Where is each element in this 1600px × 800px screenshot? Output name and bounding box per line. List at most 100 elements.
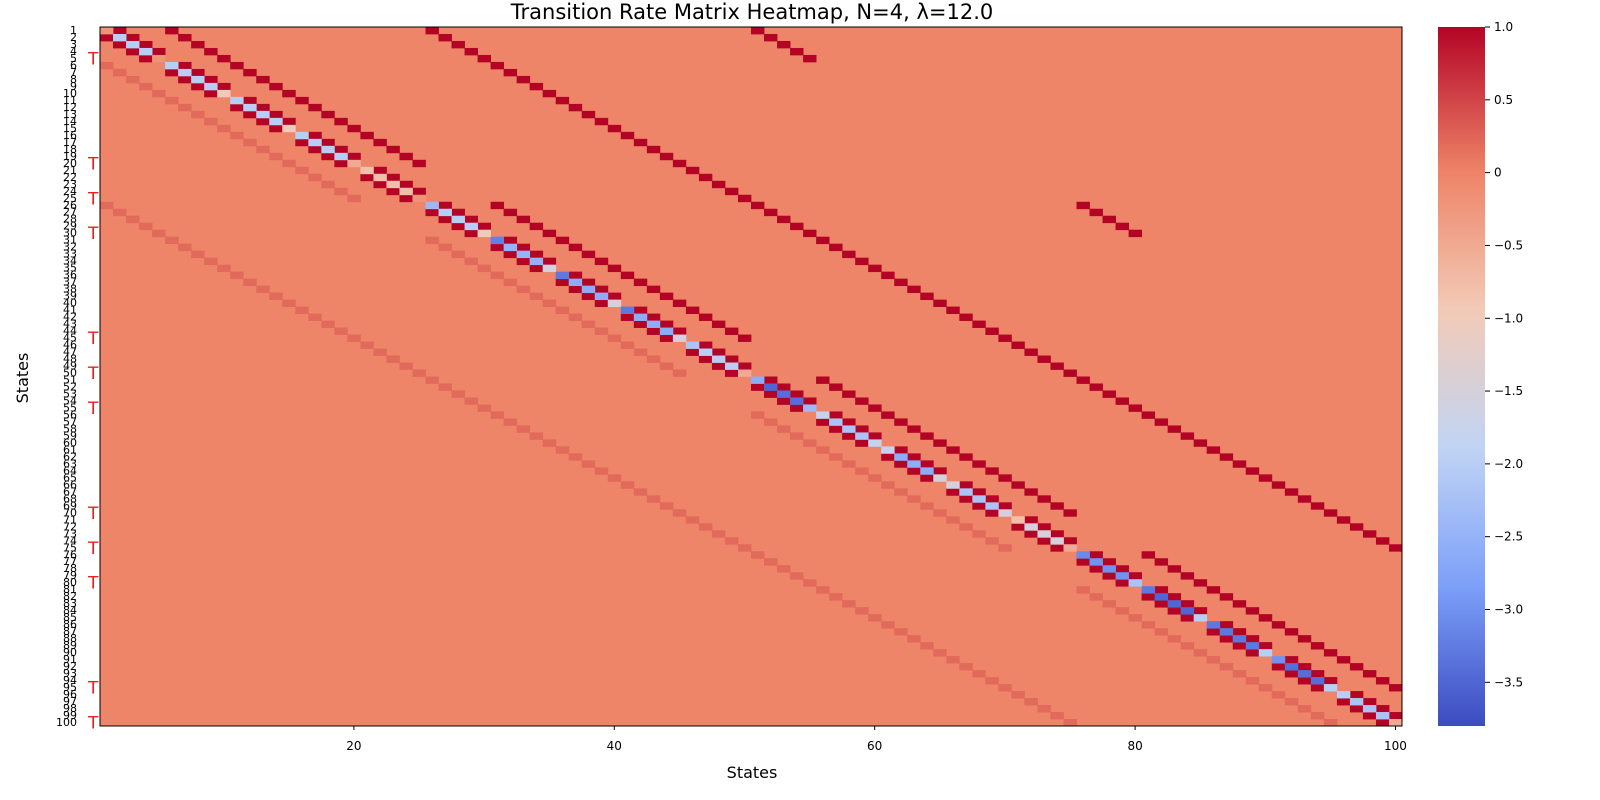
heatmap-cell: [894, 488, 908, 496]
y-tick-label: 70: [63, 506, 77, 519]
heatmap-cell: [1037, 495, 1051, 503]
y-tick-label: 44: [63, 325, 77, 338]
heatmap-cell: [829, 383, 843, 391]
heatmap-cell: [152, 89, 166, 98]
y-tick-label: 71: [63, 513, 77, 526]
heatmap-cell: [178, 103, 192, 112]
heatmap-cell: [1232, 460, 1247, 468]
heatmap-cell: [464, 47, 478, 56]
heatmap-cell: [191, 250, 205, 259]
heatmap-cell: [737, 362, 752, 370]
y-tick-label: 84: [63, 604, 77, 617]
heatmap-cell: [842, 600, 856, 608]
heatmap-cell: [1141, 411, 1156, 419]
colorbar-tick-label: −1.0: [1494, 311, 1523, 325]
heatmap-cell: [165, 68, 179, 77]
heatmap-cell: [1310, 642, 1325, 650]
heatmap-cell: [542, 257, 557, 266]
heatmap-cell: [868, 439, 882, 447]
heatmap-cell: [1102, 572, 1116, 580]
terminal-state-marker: T: [87, 399, 99, 419]
y-tick-label: 99: [63, 709, 77, 722]
heatmap-cell: [1388, 684, 1403, 692]
heatmap-cell: [646, 285, 661, 294]
heatmap-cell: [1141, 586, 1156, 594]
heatmap-cell: [373, 348, 387, 356]
heatmap-cell: [490, 411, 505, 419]
x-tick-label: 100: [1384, 739, 1407, 753]
heatmap-cell: [1050, 544, 1064, 552]
heatmap-cell: [1349, 523, 1364, 531]
heatmap-cell: [1115, 565, 1129, 573]
heatmap-cell: [855, 607, 869, 615]
heatmap-cell: [1154, 558, 1169, 566]
heatmap-cell: [230, 271, 244, 280]
terminal-state-marker: T: [87, 189, 99, 209]
y-tick-label: 91: [63, 653, 77, 666]
heatmap-cell: [503, 243, 518, 252]
heatmap-cell: [751, 27, 765, 35]
y-tick-label: 74: [63, 534, 77, 547]
heatmap-cell: [959, 663, 973, 671]
heatmap-cell: [790, 222, 804, 231]
y-tick-label: 76: [63, 548, 77, 561]
heatmap-cell: [829, 411, 843, 419]
colorbar-tick-label: −2.0: [1494, 457, 1523, 471]
y-tick-label: 57: [63, 415, 77, 428]
heatmap-cell: [1219, 628, 1234, 636]
heatmap-cell: [685, 341, 700, 349]
heatmap-cell: [1011, 691, 1025, 699]
heatmap-cell: [555, 271, 570, 280]
heatmap-cell: [581, 110, 596, 119]
heatmap-cell: [1167, 600, 1182, 608]
heatmap-cell: [230, 61, 244, 70]
heatmap-cell: [1245, 467, 1260, 475]
heatmap-cell: [1219, 663, 1234, 671]
heatmap-cell: [269, 292, 283, 301]
y-tick-label: 94: [63, 674, 77, 687]
heatmap-cell: [555, 236, 570, 245]
heatmap-cell: [269, 124, 283, 133]
heatmap-cell: [594, 257, 609, 266]
heatmap-cell: [1024, 348, 1038, 356]
heatmap-cell: [178, 68, 192, 77]
heatmap-cell: [1037, 530, 1051, 538]
heatmap-cell: [711, 530, 726, 538]
heatmap-cell: [568, 103, 583, 112]
x-tick-label: 20: [346, 739, 361, 753]
heatmap-cell: [724, 187, 739, 196]
heatmap-cell: [438, 243, 452, 252]
y-tick-label: 53: [63, 387, 77, 400]
heatmap-cell: [711, 348, 726, 356]
heatmap-cell: [165, 96, 179, 105]
heatmap-cell: [659, 292, 674, 301]
heatmap-cell: [1167, 425, 1182, 433]
heatmap-cell: [894, 628, 908, 636]
y-tick-label: 27: [63, 206, 77, 219]
heatmap-cell: [1219, 621, 1234, 629]
heatmap-cell: [920, 502, 934, 510]
heatmap-cell: [1076, 376, 1090, 384]
heatmap-cell: [868, 404, 882, 412]
y-tick-label: 20: [63, 157, 77, 170]
heatmap-cell: [191, 68, 205, 77]
heatmap-cell: [1089, 593, 1103, 601]
heatmap-cell: [777, 565, 791, 573]
heatmap-cell: [191, 82, 205, 91]
heatmap-cell: [217, 54, 231, 63]
heatmap-cell: [790, 404, 804, 412]
x-axis-label: States: [727, 763, 778, 782]
heatmap-cell: [1284, 488, 1299, 496]
heatmap-cell: [1336, 691, 1351, 699]
heatmap-cell: [777, 40, 791, 49]
heatmap-cell: [204, 257, 218, 266]
heatmap-cell: [464, 222, 478, 231]
heatmap-cell: [321, 138, 335, 147]
heatmap-cell: [672, 509, 687, 517]
plot-frame: [99, 26, 1403, 727]
heatmap-cell: [282, 89, 296, 98]
heatmap-cell: [607, 124, 622, 133]
heatmap-cell: [1076, 586, 1090, 594]
heatmap-cell: [737, 194, 752, 203]
heatmap-cell: [1193, 439, 1208, 447]
